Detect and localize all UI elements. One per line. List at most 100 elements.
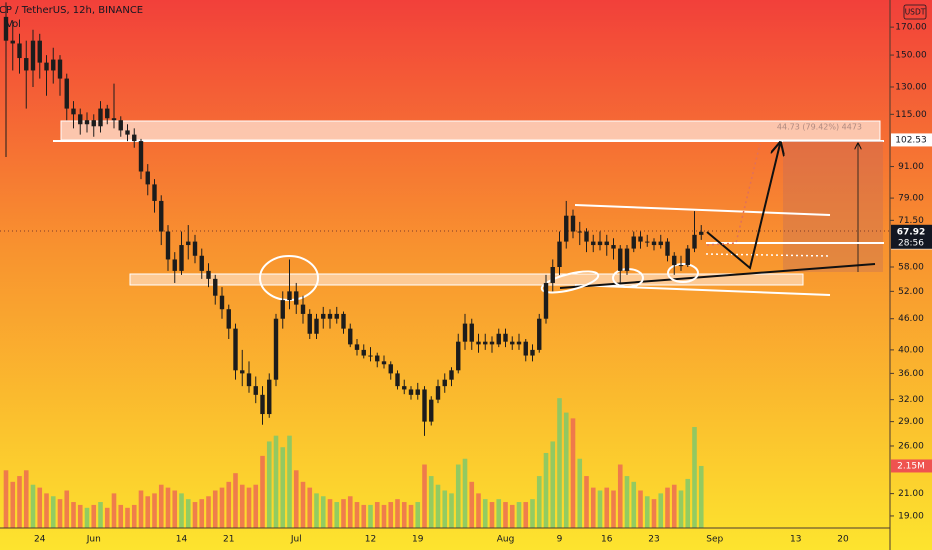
- candle-body: [10, 40, 15, 44]
- candle-body: [105, 108, 110, 119]
- volume-bar: [206, 496, 211, 528]
- candle-body: [186, 241, 191, 246]
- candle-body: [651, 241, 657, 246]
- candle-body: [78, 114, 83, 125]
- stop-line: [705, 253, 831, 257]
- volume-bar: [449, 493, 454, 528]
- x-tick-label: 24: [34, 535, 46, 545]
- volume-bar: [428, 476, 434, 528]
- candle-body: [300, 304, 306, 314]
- candle-body: [618, 248, 623, 271]
- volume-bar: [273, 435, 279, 528]
- volume-bar: [476, 493, 481, 528]
- volume-bar: [158, 484, 164, 528]
- volume-bar: [111, 493, 117, 528]
- volume-legend: Vol: [6, 19, 21, 30]
- candle-body: [496, 333, 501, 345]
- candle-body: [273, 318, 279, 380]
- volume-bar: [557, 398, 562, 528]
- candle-body: [564, 215, 569, 242]
- candle-body: [348, 328, 353, 345]
- volume-bar: [293, 470, 299, 528]
- y-tick-label: 29.00: [898, 417, 924, 427]
- volume-bar: [50, 496, 56, 528]
- volume-bar: [44, 493, 49, 528]
- candle-body: [118, 120, 123, 131]
- wedge-top: [574, 204, 831, 216]
- candle-body: [125, 130, 130, 135]
- x-tick-label: 14: [176, 535, 188, 545]
- candle-body: [327, 313, 333, 319]
- volume-bar: [617, 464, 623, 528]
- candle-body: [246, 373, 252, 387]
- volume-bar: [246, 487, 252, 528]
- candle-body: [98, 108, 103, 127]
- currency-box[interactable]: [903, 4, 927, 20]
- candle-body: [84, 120, 90, 125]
- volume-bar: [145, 496, 151, 528]
- x-tick-label: Aug: [497, 535, 515, 545]
- volume-bar: [604, 487, 610, 528]
- candle-body: [435, 386, 441, 400]
- volume-bar: [172, 490, 178, 528]
- volume-bar: [260, 455, 265, 528]
- candle-body: [604, 241, 609, 246]
- x-tick-label: Sep: [706, 535, 723, 545]
- volume-bar: [611, 490, 616, 528]
- candle-body: [361, 349, 366, 356]
- candle-body: [354, 344, 360, 350]
- y-tick-label: 40.00: [898, 345, 924, 355]
- candle-body: [577, 231, 582, 233]
- candle-body: [51, 59, 56, 71]
- candle-body: [280, 300, 285, 319]
- volume-bar: [678, 490, 684, 528]
- axes: 170.00 150.00 130.00 115.00 91.00 79.00 71.50 5…: [34, 23, 932, 545]
- candle-body: [557, 241, 562, 268]
- volume-bar: [192, 502, 198, 528]
- volume-bar: [23, 470, 29, 528]
- alt-projection-path: [706, 143, 761, 246]
- volume-bar: [597, 490, 603, 528]
- candle-body: [476, 341, 481, 345]
- candle-body: [537, 318, 542, 350]
- x-tick-label: Jul: [290, 535, 302, 545]
- candle-body: [57, 59, 63, 79]
- candle-body: [591, 241, 596, 246]
- volume-bar: [253, 484, 259, 528]
- candle-body: [64, 78, 69, 109]
- volume-bar: [644, 496, 650, 528]
- candle-body: [584, 231, 589, 242]
- volume-bar: [489, 502, 495, 528]
- volume-bar: [698, 465, 704, 528]
- candle-body: [192, 241, 198, 256]
- candle-body: [449, 370, 454, 380]
- candle-body: [267, 379, 272, 415]
- volume-bar: [118, 504, 124, 528]
- y-tick-label: 79.00: [898, 194, 924, 204]
- candle-body: [71, 108, 76, 115]
- y-tick-label: 46.00: [898, 314, 924, 324]
- candle-body: [179, 245, 184, 271]
- volume-bar: [563, 412, 569, 528]
- candle-body: [44, 62, 49, 71]
- volume-layer: [3, 398, 704, 528]
- volume-bar: [314, 493, 319, 528]
- y-tick-label: 130.00: [895, 82, 927, 92]
- volume-bar: [77, 504, 83, 528]
- volume-bar: [395, 499, 400, 528]
- candle-body: [219, 295, 225, 310]
- candle-body: [699, 231, 704, 235]
- candle-body: [395, 373, 400, 387]
- volume-bar: [17, 476, 22, 528]
- candle-body: [638, 236, 643, 242]
- candle-body: [206, 270, 211, 279]
- candle-body: [199, 255, 204, 271]
- volume-bar: [631, 481, 637, 528]
- resistance-zone: [60, 120, 881, 141]
- y-tick-label: 32.00: [898, 395, 924, 405]
- volume-bar: [239, 484, 245, 528]
- currency-label[interactable]: USDT: [905, 8, 926, 17]
- candle-body: [388, 364, 393, 374]
- y-tick-label: 19.00: [898, 511, 924, 521]
